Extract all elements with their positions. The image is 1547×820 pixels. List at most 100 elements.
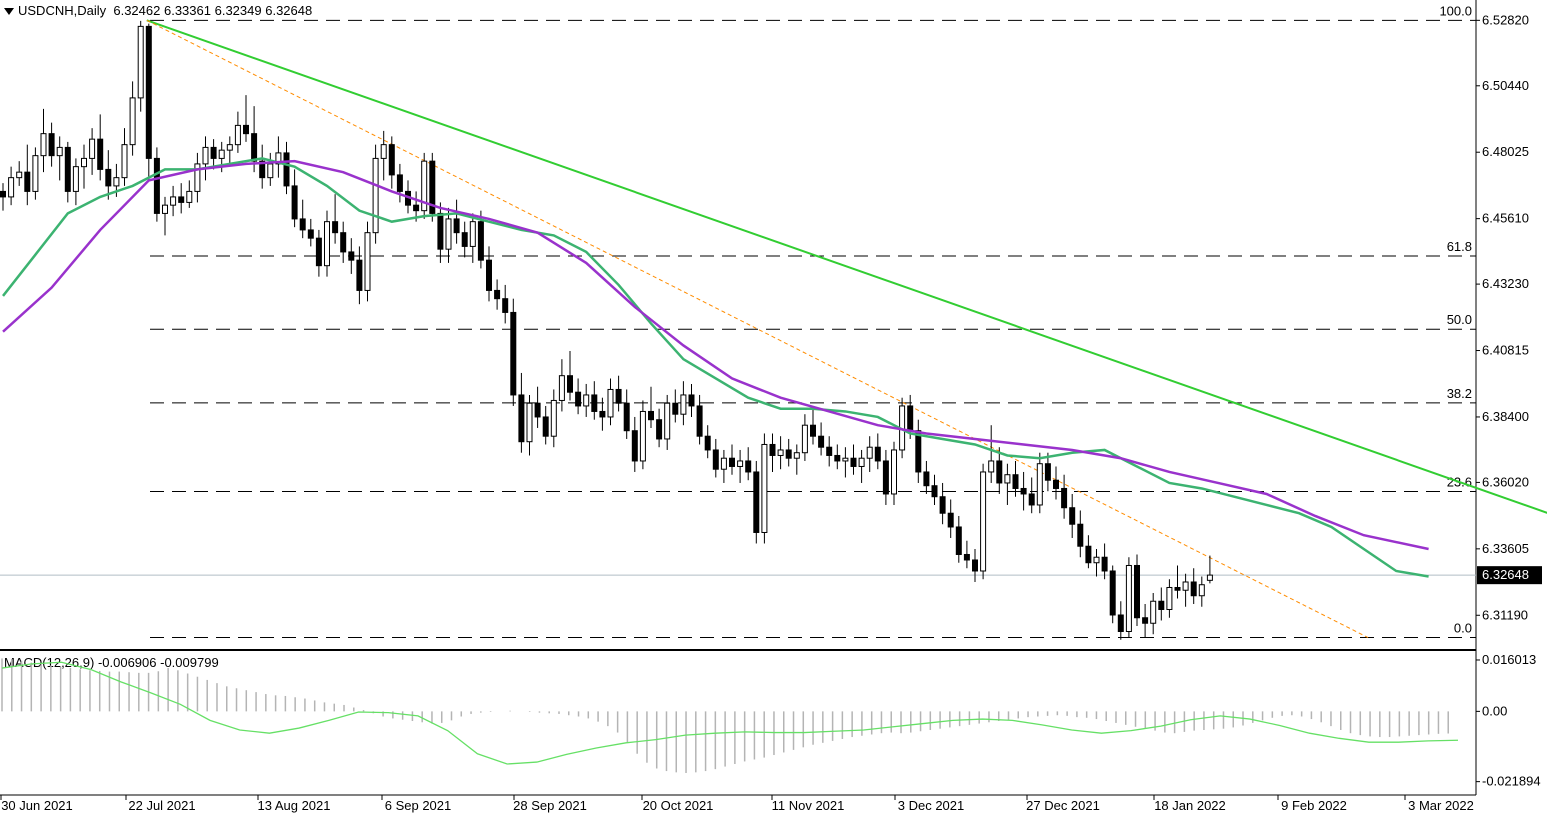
candle-body [178, 196, 185, 203]
candle-body [356, 259, 363, 291]
current-price-label: 6.32648 [1482, 567, 1529, 582]
candle-body [623, 402, 630, 432]
candle-body [453, 218, 460, 234]
candle-body [1190, 581, 1197, 597]
candle-body [680, 394, 687, 415]
candle-body [1028, 493, 1035, 506]
candle-body [696, 405, 703, 437]
candle-body [631, 430, 638, 462]
candle-body [1134, 564, 1140, 619]
candle-body [737, 460, 744, 467]
axes: 6.52820 6.50440 6.48025 6.45610 6.43230 6.408… [0, 12, 1542, 813]
candle-body [437, 212, 444, 250]
candle-body [307, 229, 314, 239]
candle-body [769, 443, 776, 456]
price-tick-label: 6.45610 [1482, 211, 1529, 226]
time-tick-label: 18 Jan 2022 [1154, 798, 1226, 813]
candle-body [858, 457, 865, 467]
collapse-triangle-icon[interactable] [4, 8, 14, 16]
candle-body [947, 512, 954, 528]
candle-body [1020, 487, 1027, 495]
candle-body [1077, 523, 1084, 547]
candle-body [648, 410, 654, 421]
fib-level-label: 50.0 [1447, 312, 1472, 327]
candle-body [1206, 574, 1213, 581]
fib-level-label: 61.8 [1447, 239, 1472, 254]
candle-body [891, 449, 897, 495]
candle-body [639, 410, 646, 462]
candle-body [234, 124, 241, 146]
time-tick-label: 28 Sep 2021 [513, 798, 587, 813]
candle-body [56, 146, 63, 157]
candle-body [429, 160, 436, 214]
time-tick-label: 30 Jun 2021 [1, 798, 73, 813]
macd-tick-label: -0.021894 [1482, 774, 1541, 789]
candle-body [526, 402, 533, 443]
price-tick-label: 6.48025 [1482, 144, 1529, 159]
time-tick-label: 22 Jul 2021 [128, 798, 195, 813]
candle-body [145, 25, 152, 159]
candle-body [801, 424, 808, 454]
price-tick-label: 6.31190 [1482, 607, 1528, 622]
candle-body [380, 144, 387, 159]
candle-body [186, 190, 193, 203]
time-tick-label: 20 Oct 2021 [643, 798, 714, 813]
candle-body [753, 471, 760, 533]
candle-body [0, 190, 6, 198]
candle-body [882, 460, 889, 495]
candle-body [656, 419, 663, 440]
candle-body [121, 144, 128, 179]
ma-slow-line [2, 159, 1429, 551]
candle-body [421, 160, 428, 212]
macd-tick-label: 0.00 [1482, 703, 1507, 718]
candle-body [16, 171, 23, 179]
candle-body [712, 449, 719, 470]
candle-body [72, 166, 79, 192]
candle-body [97, 138, 104, 170]
candle-body [1150, 600, 1157, 624]
candle-body [202, 146, 209, 165]
candle-body [672, 402, 679, 415]
moving-averages [2, 157, 1429, 578]
candle-body [761, 443, 768, 533]
candle-body [510, 311, 517, 396]
candle-body [688, 394, 695, 407]
candle-body [170, 196, 177, 206]
candle-body [988, 460, 995, 473]
price-tick-label: 6.52820 [1482, 12, 1529, 27]
candle-body [1158, 600, 1165, 610]
candle-body [315, 237, 322, 267]
candle-body [826, 446, 833, 456]
candle-body [542, 416, 549, 437]
candle-body [291, 185, 298, 220]
ma-fast-line [2, 157, 1429, 578]
candle-body [972, 559, 978, 572]
open-value: 6.32462 [113, 3, 161, 18]
candle-body [275, 152, 282, 165]
candle-body [1069, 507, 1076, 525]
candle-body [583, 394, 590, 407]
candle-body [1125, 564, 1132, 632]
candle-body [299, 218, 306, 231]
candle-body [81, 157, 87, 168]
macd-panel [1, 658, 1459, 773]
candle-body [243, 124, 249, 135]
candle-body [850, 457, 857, 467]
candle-body [1117, 614, 1124, 632]
candle-body [340, 232, 347, 253]
price-tick-label: 6.40815 [1482, 343, 1529, 358]
candle-body [502, 298, 509, 313]
candle-body [267, 163, 274, 179]
candle-body [818, 435, 825, 448]
candle-body [372, 157, 379, 234]
candle-body [1142, 617, 1149, 624]
time-tick-label: 3 Mar 2022 [1408, 798, 1474, 813]
candle-body [834, 454, 841, 462]
candle-body [793, 452, 800, 459]
candle-body [388, 144, 395, 176]
candle-body [931, 485, 938, 498]
trend-lines[interactable] [0, 19, 1547, 638]
candle-body [1036, 463, 1043, 506]
candlesticks [0, 20, 1213, 640]
